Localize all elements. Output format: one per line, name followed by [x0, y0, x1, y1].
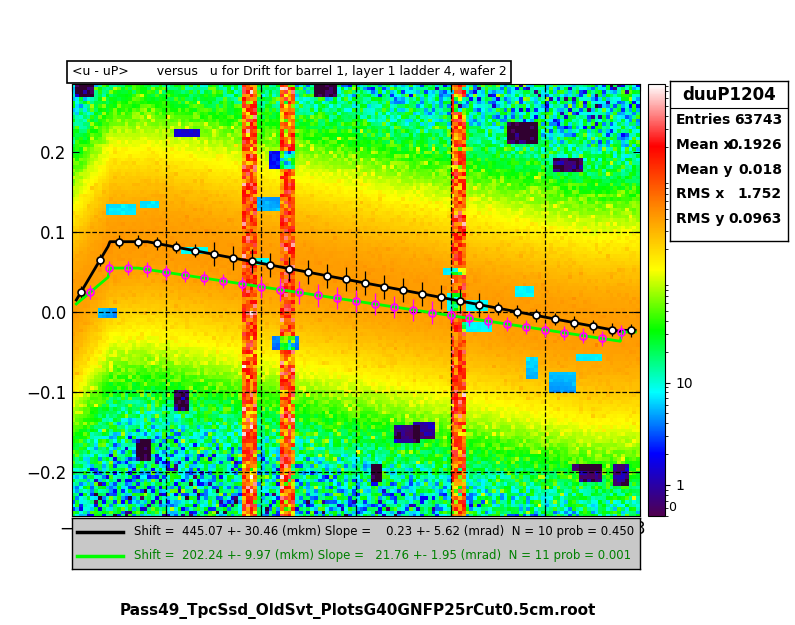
Text: <u - uP>       versus   u for Drift for barrel 1, layer 1 ladder 4, wafer 2: <u - uP> versus u for Drift for barrel 1…: [72, 65, 506, 78]
Text: 0: 0: [668, 501, 676, 514]
Text: Shift =  445.07 +- 30.46 (mkm) Slope =    0.23 +- 5.62 (mrad)  N = 10 prob = 0.4: Shift = 445.07 +- 30.46 (mkm) Slope = 0.…: [134, 526, 634, 538]
Text: Pass49_TpcSsd_OldSvt_PlotsG40GNFP25rCut0.5cm.root: Pass49_TpcSsd_OldSvt_PlotsG40GNFP25rCut0…: [119, 602, 596, 619]
Text: Mean x: Mean x: [676, 138, 732, 152]
Text: 0.1926: 0.1926: [728, 138, 782, 152]
Text: duuP1204: duuP1204: [682, 86, 776, 104]
Text: RMS y: RMS y: [676, 212, 724, 226]
Text: RMS x: RMS x: [676, 188, 724, 201]
Text: 0.0963: 0.0963: [728, 212, 782, 226]
Text: 1.752: 1.752: [738, 188, 782, 201]
Text: Mean y: Mean y: [676, 162, 732, 176]
Text: Shift =  202.24 +- 9.97 (mkm) Slope =   21.76 +- 1.95 (mrad)  N = 11 prob = 0.00: Shift = 202.24 +- 9.97 (mkm) Slope = 21.…: [134, 549, 631, 562]
Text: 63743: 63743: [734, 113, 782, 127]
Text: 0.018: 0.018: [738, 162, 782, 176]
Text: Entries: Entries: [676, 113, 731, 127]
